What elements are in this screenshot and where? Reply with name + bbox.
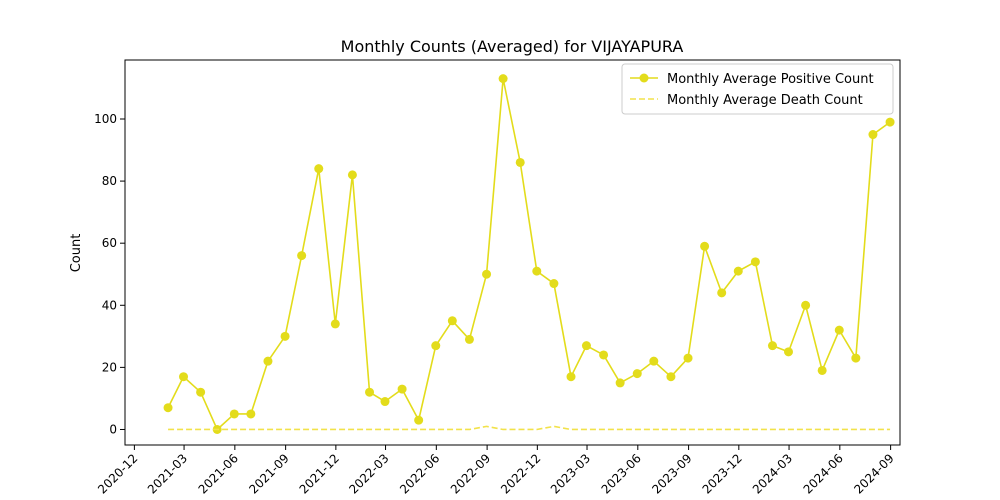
death-count-line (168, 425, 891, 431)
positive-count-point (666, 372, 676, 382)
positive-count-point (801, 300, 811, 310)
y-axis-label: Count (69, 234, 84, 273)
positive-count-point (380, 397, 390, 407)
legend-death-label: Monthly Average Death Count (667, 93, 863, 108)
positive-count-point (482, 269, 492, 279)
legend-positive-label: Monthly Average Positive Count (667, 72, 874, 87)
positive-count-line (167, 77, 891, 431)
y-tick-label: 0 (109, 422, 117, 436)
y-tick-label: 40 (102, 298, 117, 312)
positive-count-point (851, 353, 861, 363)
positive-count-point (632, 369, 642, 379)
positive-count-point (330, 319, 340, 329)
positive-count-point (750, 257, 760, 267)
legend-positive-swatch-marker (639, 73, 649, 83)
chart-title: Monthly Counts (Averaged) for VIJAYAPURA (341, 37, 684, 56)
positive-count-point (581, 341, 591, 351)
positive-count-point (783, 347, 793, 357)
positive-count-point (515, 157, 525, 167)
positive-count-point (347, 170, 357, 180)
positive-count-point (683, 353, 693, 363)
positive-count-point (447, 316, 457, 326)
positive-count-point (549, 279, 559, 289)
legend: Monthly Average Positive Count Monthly A… (621, 63, 894, 115)
y-tick-label: 20 (102, 360, 117, 374)
positive-count-point (365, 387, 375, 397)
positive-count-point (464, 334, 474, 344)
positive-count-point (599, 350, 609, 360)
positive-count-point (297, 251, 307, 261)
positive-count-point (885, 117, 895, 127)
positive-count-point (280, 331, 290, 341)
y-tick-label: 60 (102, 236, 117, 250)
positive-count-point (834, 325, 844, 335)
plot-frame (124, 59, 901, 446)
series-layer (163, 74, 895, 434)
positive-count-point (263, 356, 273, 366)
positive-count-point (498, 74, 508, 84)
y-tick-label: 100 (94, 112, 117, 126)
positive-count-point (179, 372, 189, 382)
positive-count-point (246, 409, 256, 419)
positive-count-point (397, 384, 407, 394)
positive-count-point (868, 130, 878, 140)
positive-count-point (314, 164, 324, 174)
positive-count-point (767, 341, 777, 351)
positive-count-point (196, 387, 206, 397)
positive-count-point (532, 266, 542, 276)
legend-box (621, 63, 894, 115)
y-tick-label: 80 (102, 174, 117, 188)
positive-count-point (431, 341, 441, 351)
positive-count-point (733, 266, 743, 276)
positive-count-point (163, 403, 173, 413)
positive-count-point (817, 365, 827, 375)
positive-count-point (700, 241, 710, 251)
positive-count-point (649, 356, 659, 366)
positive-count-point (414, 415, 424, 425)
positive-count-point (615, 378, 625, 388)
positive-count-point (717, 288, 727, 298)
positive-count-point (229, 409, 239, 419)
positive-count-point (566, 372, 576, 382)
